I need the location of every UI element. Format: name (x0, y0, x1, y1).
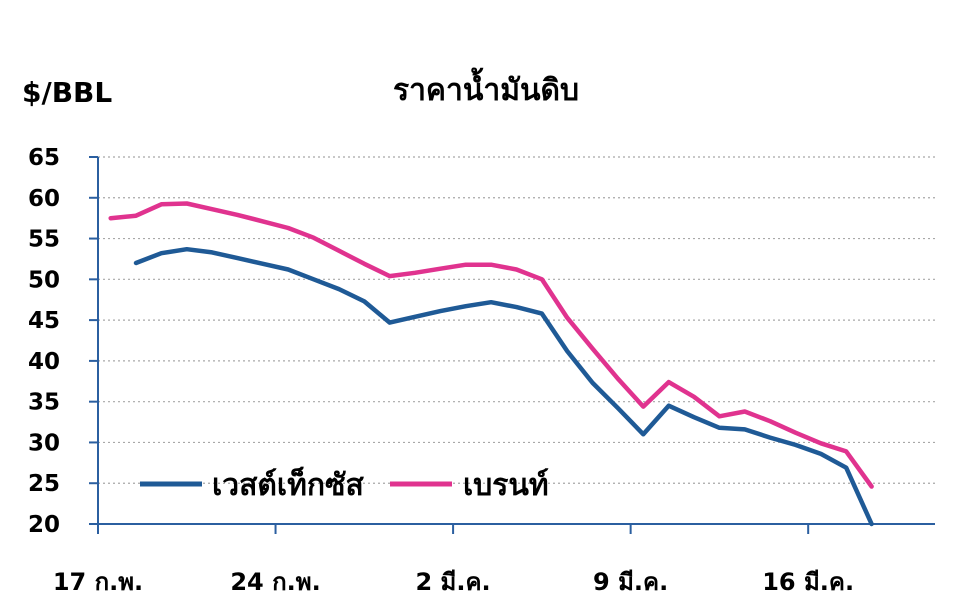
data-point (845, 466, 848, 469)
data-point (490, 263, 492, 266)
data-point (845, 450, 848, 453)
y-tick-label: 50 (28, 267, 60, 293)
data-point (135, 214, 137, 217)
data-point (541, 278, 543, 281)
data-point (464, 305, 467, 308)
data-point (363, 300, 366, 303)
data-point (490, 301, 492, 303)
data-point (363, 263, 366, 265)
data-point (236, 257, 239, 259)
data-point (287, 227, 290, 229)
data-point (185, 202, 188, 205)
legend: เวสต์เท็กซัส เบรนท์ (140, 466, 549, 503)
data-point (160, 252, 163, 255)
data-point (262, 263, 264, 265)
data-point (439, 267, 442, 270)
series-lines (108, 201, 874, 527)
data-point (870, 523, 873, 525)
y-tick-label: 25 (28, 471, 60, 497)
data-point (185, 248, 188, 250)
data-point (794, 444, 797, 446)
gridlines (98, 156, 935, 484)
y-axis-ticks: 20 25 30 35 40 45 50 55 60 65 (28, 145, 98, 538)
x-tick-label: 24 ก.พ. (230, 568, 320, 596)
data-point (541, 312, 543, 315)
data-point (262, 220, 264, 223)
data-point (109, 217, 112, 219)
data-point (642, 405, 645, 408)
series-line-0 (133, 246, 874, 527)
data-point (211, 208, 213, 210)
data-point (743, 428, 746, 431)
y-tick-label: 60 (28, 186, 60, 212)
data-point (820, 453, 822, 455)
data-point (312, 278, 315, 281)
data-point (312, 236, 315, 239)
y-tick-label: 55 (28, 227, 60, 253)
data-point (160, 203, 163, 206)
x-tick-label: 2 มี.ค. (416, 568, 491, 596)
data-point (591, 347, 594, 350)
data-point (743, 410, 746, 413)
data-point (591, 382, 594, 384)
data-point (388, 275, 391, 277)
data-point (870, 485, 873, 488)
data-point (414, 272, 416, 274)
data-point (211, 251, 213, 254)
data-point (617, 378, 619, 380)
data-point (667, 381, 670, 383)
y-tick-label: 30 (28, 430, 60, 456)
data-point (617, 407, 619, 409)
data-point (236, 214, 239, 216)
x-tick-label: 16 มี.ค. (762, 568, 854, 596)
series-line-1 (108, 201, 874, 489)
data-point (693, 395, 695, 398)
data-point (794, 431, 797, 434)
data-point (769, 420, 771, 423)
data-point (642, 433, 645, 436)
y-tick-label: 40 (28, 349, 60, 375)
chart-title: ราคาน้ำมันดิบ (393, 67, 579, 108)
data-point (667, 404, 670, 407)
y-tick-label: 35 (28, 390, 60, 416)
y-tick-label: 65 (28, 145, 60, 171)
x-tick-label: 17 ก.พ. (53, 568, 143, 596)
y-tick-label: 45 (28, 308, 60, 334)
x-axis-ticks: 17 ก.พ. 24 ก.พ. 2 มี.ค. 9 มี.ค. 16 มี.ค. (53, 524, 854, 596)
x-tick-label: 9 มี.ค. (593, 568, 668, 596)
data-point (515, 268, 518, 271)
data-point (693, 416, 695, 418)
axes (97, 157, 935, 525)
y-tick-label: 20 (28, 512, 60, 538)
data-point (338, 288, 340, 290)
data-point (338, 249, 340, 252)
data-point (414, 316, 416, 318)
data-point (566, 316, 569, 319)
data-point (820, 442, 822, 445)
data-point (287, 268, 290, 271)
data-point (515, 306, 518, 308)
data-point (769, 436, 771, 439)
data-point (718, 415, 721, 418)
data-point (135, 262, 137, 264)
data-point (718, 426, 721, 429)
legend-label: เบรนท์ (463, 468, 549, 503)
data-point (464, 263, 467, 266)
legend-label: เวสต์เท็กซัส (212, 466, 364, 503)
y-axis-unit-label: $/BBL (22, 76, 112, 109)
data-point (439, 310, 442, 312)
data-point (388, 321, 391, 324)
data-point (566, 350, 569, 352)
